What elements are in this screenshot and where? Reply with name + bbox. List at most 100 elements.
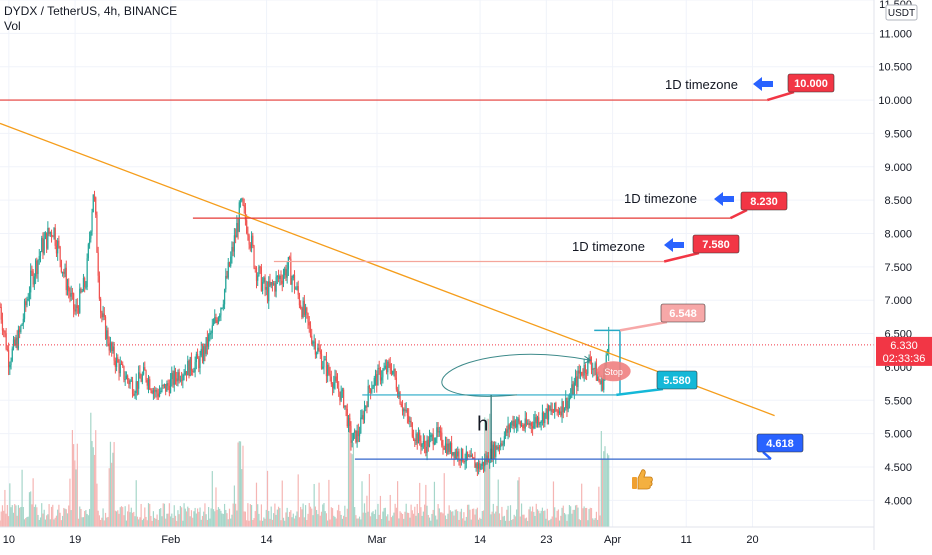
candle-body <box>279 275 281 279</box>
candle-body <box>381 377 383 381</box>
candle-body <box>177 372 179 382</box>
candle-body <box>349 417 351 426</box>
candle-body <box>123 365 125 380</box>
volume-bar <box>80 509 82 527</box>
volume-bar <box>174 515 177 527</box>
volume-bar <box>205 514 207 527</box>
volume-bar <box>25 518 27 527</box>
volume-bar <box>535 503 537 527</box>
candle-body <box>242 198 244 206</box>
candle-body <box>260 267 262 291</box>
candle-body <box>271 282 274 285</box>
candle-body <box>582 375 584 377</box>
volume-bar <box>484 417 486 527</box>
volume-bar <box>414 506 416 527</box>
volume-bar <box>34 504 37 527</box>
volume-bar <box>23 519 26 527</box>
badge-4618 <box>756 433 804 453</box>
volume-bar <box>554 507 556 527</box>
volume-bar <box>172 517 174 527</box>
candle-body <box>518 418 520 422</box>
volume-bar <box>540 510 542 527</box>
candle-body <box>393 368 395 371</box>
y-tick-label: 7.500 <box>884 262 912 274</box>
volume-bar <box>120 506 123 527</box>
volume-bar <box>74 460 76 527</box>
candle-body <box>104 316 107 339</box>
y-tick-label: 8.000 <box>884 228 912 240</box>
x-axis: 10 19 Feb 14 Mar 14 23 Apr 11 20 <box>0 526 874 546</box>
price-tag-countdown: 02:33:36 <box>883 353 926 365</box>
candle-body <box>295 288 297 290</box>
volume-bar <box>594 518 596 527</box>
candle-body <box>154 390 156 392</box>
badge-5580-pointer <box>616 387 664 397</box>
volume-bar <box>546 508 548 527</box>
candle-body <box>293 275 296 290</box>
volume-bar <box>255 482 258 527</box>
candle-body <box>115 357 118 367</box>
candle-body <box>330 376 332 385</box>
volume-bar <box>581 483 583 527</box>
candle-body <box>530 422 532 427</box>
candle-body <box>31 270 33 272</box>
volume-bar <box>221 513 223 527</box>
volume-bar <box>160 508 162 527</box>
candle-body <box>524 418 526 429</box>
volume-bar <box>270 506 272 527</box>
candle-body <box>3 330 5 332</box>
candle-body <box>106 330 108 339</box>
candle-body <box>339 391 341 401</box>
volume-bar <box>279 508 281 527</box>
candle-body <box>149 379 151 390</box>
badge-7580 <box>692 234 740 254</box>
volume-bar <box>406 512 409 527</box>
volume-bar <box>585 507 588 527</box>
volume-bar <box>500 520 502 527</box>
candle-body <box>549 405 551 411</box>
volume-bar <box>599 515 601 527</box>
volume-bar <box>533 511 535 527</box>
candle-body <box>382 369 384 378</box>
badge-10000 <box>787 73 835 93</box>
volume-bar <box>7 516 10 527</box>
volume-bar <box>16 515 18 527</box>
candle-body <box>446 443 448 454</box>
candle-body <box>318 347 320 351</box>
volume-bar <box>352 442 355 527</box>
candle-body <box>212 323 215 326</box>
candle-body <box>131 380 134 395</box>
candle-body <box>86 258 88 287</box>
volume-bar <box>109 441 112 527</box>
volume-bar <box>355 515 357 527</box>
candle-body <box>527 423 529 425</box>
volume-bar <box>314 506 316 527</box>
volume-bar <box>492 503 494 527</box>
candle-body <box>246 220 248 234</box>
volume-bar <box>300 506 302 527</box>
volume-bar <box>219 508 221 527</box>
candle-body <box>395 377 397 390</box>
volume-bar <box>319 515 321 527</box>
volume-bar <box>136 516 139 527</box>
volume-bar <box>198 511 200 527</box>
candle-body <box>93 194 96 198</box>
volume-bar <box>239 441 242 527</box>
volume-bar <box>63 507 65 527</box>
volume-bar <box>48 504 50 527</box>
candle-body <box>181 379 183 381</box>
candle-body <box>360 417 362 434</box>
candle-body <box>139 372 141 379</box>
volume-bar <box>173 505 175 527</box>
volume-bar <box>302 503 304 527</box>
candle-body <box>462 448 464 462</box>
candle-body <box>567 400 569 410</box>
volume-bar <box>280 520 282 527</box>
badge-4618-text: 4.618 <box>766 438 794 450</box>
candle-body <box>42 237 44 254</box>
candle-body <box>281 280 283 284</box>
candle-body <box>297 286 299 295</box>
candle-body <box>47 227 49 249</box>
